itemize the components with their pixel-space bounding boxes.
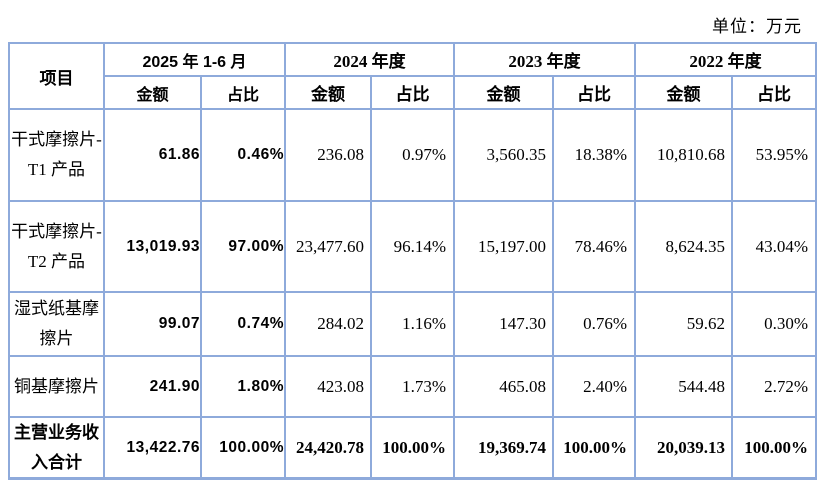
cell-ratio-2024: 1.16% bbox=[370, 291, 455, 357]
cell-ratio-2024: 1.73% bbox=[370, 355, 455, 418]
cell-ratio-2023: 100.00% bbox=[552, 416, 636, 480]
table-row-dry-t2: 干式摩擦片-T2 产品 13,019.93 97.00% 23,477.60 9… bbox=[8, 200, 817, 293]
subheader-ratio-2023: 占比 bbox=[552, 75, 636, 110]
table-row-dry-t1: 干式摩擦片-T1 产品 61.86 0.46% 236.08 0.97% 3,5… bbox=[8, 108, 817, 202]
cell-ratio-2022: 2.72% bbox=[731, 355, 817, 418]
row-label-total: 主营业务收入合计 bbox=[8, 416, 105, 480]
column-group-2024: 2024 年度 bbox=[284, 42, 455, 77]
cell-amount-2024: 284.02 bbox=[284, 291, 372, 357]
cell-ratio-2023: 2.40% bbox=[552, 355, 636, 418]
cell-ratio-2022: 53.95% bbox=[731, 108, 817, 202]
cell-amount-2022: 59.62 bbox=[634, 291, 733, 357]
cell-amount-2023: 3,560.35 bbox=[453, 108, 554, 202]
column-group-2025h1: 2025 年 1-6 月 bbox=[103, 42, 286, 77]
cell-amount-2023: 19,369.74 bbox=[453, 416, 554, 480]
table-row-total: 主营业务收入合计 13,422.76 100.00% 24,420.78 100… bbox=[8, 416, 817, 480]
header-row-subcolumns: 金额 占比 金额 占比 金额 占比 金额 占比 bbox=[9, 75, 817, 110]
cell-amount-2025: 13,422.76 bbox=[103, 416, 202, 480]
unit-label: 单位：万元 bbox=[712, 17, 802, 36]
subheader-amount-2025: 金额 bbox=[103, 75, 202, 110]
cell-ratio-2025: 100.00% bbox=[200, 416, 286, 480]
cell-amount-2023: 465.08 bbox=[453, 355, 554, 418]
cell-ratio-2025: 0.46% bbox=[200, 108, 286, 202]
cell-amount-2022: 544.48 bbox=[634, 355, 733, 418]
cell-ratio-2023: 0.76% bbox=[552, 291, 636, 357]
column-group-2023: 2023 年度 bbox=[453, 42, 636, 77]
column-group-2022: 2022 年度 bbox=[634, 42, 817, 77]
row-label: 干式摩擦片-T2 产品 bbox=[8, 200, 105, 293]
cell-ratio-2023: 78.46% bbox=[552, 200, 636, 293]
cell-ratio-2025: 97.00% bbox=[200, 200, 286, 293]
subheader-ratio-2025: 占比 bbox=[200, 75, 286, 110]
cell-ratio-2022: 0.30% bbox=[731, 291, 817, 357]
cell-amount-2023: 147.30 bbox=[453, 291, 554, 357]
cell-amount-2022: 8,624.35 bbox=[634, 200, 733, 293]
subheader-amount-2024: 金额 bbox=[284, 75, 372, 110]
row-label: 干式摩擦片-T1 产品 bbox=[8, 108, 105, 202]
cell-amount-2024: 23,477.60 bbox=[284, 200, 372, 293]
subheader-amount-2023: 金额 bbox=[453, 75, 554, 110]
row-label: 铜基摩擦片 bbox=[8, 355, 105, 418]
subheader-ratio-2022: 占比 bbox=[731, 75, 817, 110]
cell-amount-2022: 10,810.68 bbox=[634, 108, 733, 202]
cell-ratio-2024: 0.97% bbox=[370, 108, 455, 202]
cell-ratio-2025: 1.80% bbox=[200, 355, 286, 418]
subheader-amount-2022: 金额 bbox=[634, 75, 733, 110]
next-table-top-border bbox=[8, 477, 815, 479]
cell-ratio-2024: 100.00% bbox=[370, 416, 455, 480]
cell-amount-2022: 20,039.13 bbox=[634, 416, 733, 480]
cell-ratio-2024: 96.14% bbox=[370, 200, 455, 293]
table-row-wet-paper: 湿式纸基摩擦片 99.07 0.74% 284.02 1.16% 147.30 … bbox=[8, 291, 817, 357]
main-revenue-table: 项目 2025 年 1-6 月 2024 年度 2023 年度 2022 年度 … bbox=[8, 42, 817, 480]
cell-amount-2025: 13,019.93 bbox=[103, 200, 202, 293]
header-row-periods: 项目 2025 年 1-6 月 2024 年度 2023 年度 2022 年度 bbox=[8, 42, 817, 110]
cell-ratio-2023: 18.38% bbox=[552, 108, 636, 202]
subheader-ratio-2024: 占比 bbox=[370, 75, 455, 110]
row-label: 湿式纸基摩擦片 bbox=[8, 291, 105, 357]
table-row-copper-base: 铜基摩擦片 241.90 1.80% 423.08 1.73% 465.08 2… bbox=[8, 355, 817, 418]
cell-amount-2023: 15,197.00 bbox=[453, 200, 554, 293]
cell-amount-2024: 24,420.78 bbox=[284, 416, 372, 480]
cell-amount-2025: 61.86 bbox=[103, 108, 202, 202]
column-header-item: 项目 bbox=[8, 42, 105, 110]
cell-ratio-2025: 0.74% bbox=[200, 291, 286, 357]
cell-ratio-2022: 100.00% bbox=[731, 416, 817, 480]
cell-amount-2024: 423.08 bbox=[284, 355, 372, 418]
cell-amount-2025: 241.90 bbox=[103, 355, 202, 418]
cell-ratio-2022: 43.04% bbox=[731, 200, 817, 293]
cell-amount-2024: 236.08 bbox=[284, 108, 372, 202]
cell-amount-2025: 99.07 bbox=[103, 291, 202, 357]
